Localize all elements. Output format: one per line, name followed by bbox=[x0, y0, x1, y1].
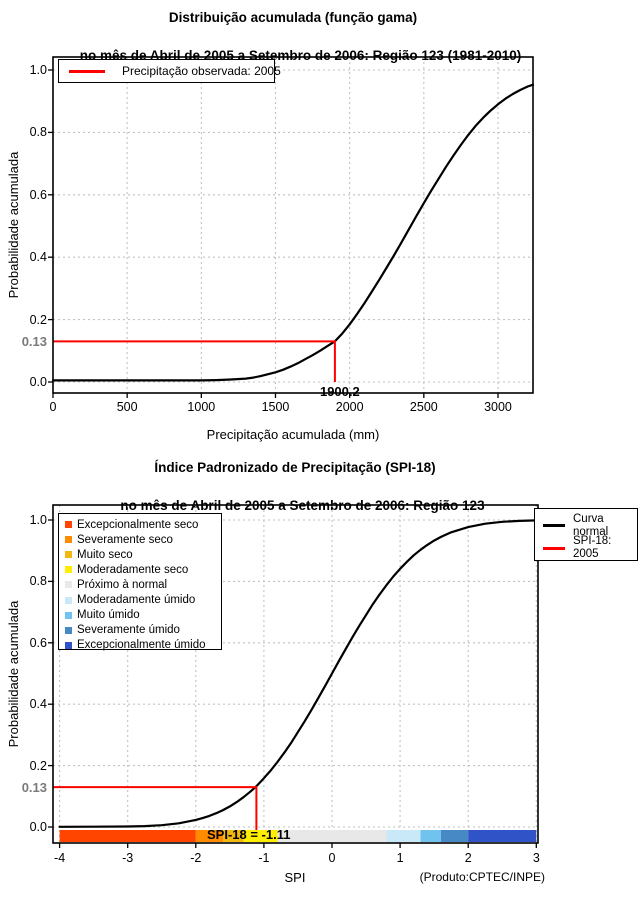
spi-bar-segment bbox=[243, 830, 278, 842]
x-tick-label: -1 bbox=[258, 851, 270, 865]
legend-color-swatch bbox=[65, 581, 72, 589]
x-tick-label: 2000 bbox=[335, 400, 364, 414]
observed-precipitation-value-label: 1900.2 bbox=[319, 384, 360, 399]
spi-category-legend: Excepcionalmente seco Severamente seco Mui… bbox=[58, 513, 222, 653]
spi-curves-legend: Curva normal SPI-18: 2005 bbox=[534, 508, 638, 561]
legend-item-label: Moderadamente úmido bbox=[77, 594, 196, 607]
product-source-note: (Produto:CPTEC/INPE) bbox=[419, 870, 545, 884]
x-tick-label: 1 bbox=[396, 851, 404, 865]
y-tick-label: 0.4 bbox=[29, 697, 47, 712]
y-tick-label: 0.2 bbox=[29, 312, 47, 327]
legend-item: Muito seco bbox=[59, 547, 221, 562]
observed-precipitation-line-sample bbox=[69, 69, 105, 73]
spi-chart-y-axis-label: Probabilidade acumulada bbox=[6, 600, 21, 748]
legend-item-label: Excepcionalmente seco bbox=[77, 518, 199, 531]
legend-color-swatch bbox=[65, 641, 72, 649]
legend-item-label: Severamente seco bbox=[77, 533, 173, 546]
y-tick-label: 0.8 bbox=[29, 574, 47, 589]
y-tick-label: 0.6 bbox=[29, 187, 47, 202]
x-tick-label: 3 bbox=[532, 851, 540, 865]
spi-category-bar bbox=[59, 830, 537, 842]
y-tick-label: 1.0 bbox=[29, 63, 47, 77]
spi-chart-x-axis-label: SPI bbox=[284, 870, 306, 885]
legend-item: Moderadamente seco bbox=[59, 562, 221, 577]
legend-item-label: Severamente úmido bbox=[77, 624, 180, 637]
y-tick-label: 0.4 bbox=[29, 250, 47, 265]
legend-color-swatch bbox=[65, 521, 72, 529]
x-tick-label: -3 bbox=[122, 851, 134, 865]
gamma-chart-x-axis-label: Precipitação acumulada (mm) bbox=[206, 427, 380, 442]
observed-value-marker-lines bbox=[53, 340, 336, 382]
legend-color-swatch bbox=[65, 566, 72, 574]
legend-item-label: Muito seco bbox=[77, 548, 133, 561]
y-tick-label: 0.0 bbox=[29, 820, 47, 834]
plot-frame bbox=[52, 56, 534, 394]
observed-probability-label: 0.13 bbox=[21, 780, 47, 796]
observed-value-marker-lines bbox=[53, 786, 258, 830]
spi-bar-segment bbox=[59, 830, 196, 842]
legend-item-label: Próximo à normal bbox=[77, 578, 168, 591]
legend-item-label: Muito úmido bbox=[77, 609, 140, 622]
normal-curve-legend-row: Curva normal bbox=[535, 512, 637, 539]
x-tick-label: 3000 bbox=[484, 400, 512, 414]
plot-frame bbox=[52, 504, 539, 844]
x-tick-label: 1000 bbox=[187, 400, 216, 414]
y-tick-label: 0.8 bbox=[29, 125, 47, 140]
gridlines bbox=[52, 57, 533, 393]
spi-bar-segment bbox=[277, 830, 387, 842]
x-tick-label: -4 bbox=[54, 851, 66, 865]
spi-bar-segment bbox=[195, 830, 224, 842]
gamma-chart-y-axis-label: Probabilidade acumulada bbox=[6, 151, 21, 299]
gamma-cdf-plot bbox=[48, 56, 535, 398]
legend-item: Muito úmido bbox=[59, 608, 221, 623]
legend-item: Moderadamente úmido bbox=[59, 592, 221, 607]
spi-2005-legend-row: SPI-18: 2005 bbox=[535, 535, 637, 560]
cdf-curve bbox=[58, 519, 538, 828]
x-tick-label: 0 bbox=[49, 400, 57, 414]
y-tick-label: 1.0 bbox=[29, 513, 47, 527]
legend-item: Próximo à normal bbox=[59, 577, 221, 592]
spi-value-label: SPI-18 = -1.11 bbox=[207, 827, 291, 842]
y-tick-label: 0.0 bbox=[29, 375, 47, 389]
legend-color-swatch bbox=[65, 626, 72, 634]
axis-ticks bbox=[48, 519, 537, 848]
axis-ticks bbox=[48, 69, 499, 398]
x-tick-label: 1500 bbox=[261, 400, 290, 414]
gamma-chart-legend: Precipitação observada: 2005 bbox=[58, 59, 281, 83]
legend-color-swatch bbox=[65, 536, 72, 544]
spi-2005-line-sample bbox=[543, 546, 565, 550]
legend-item: Severamente úmido bbox=[59, 623, 221, 638]
normal-curve-line-sample bbox=[543, 524, 565, 527]
legend-item-label: Moderadamente seco bbox=[77, 563, 189, 576]
x-tick-label: 0 bbox=[328, 851, 336, 865]
spi-bar-segment bbox=[468, 830, 537, 842]
legend-color-swatch bbox=[65, 596, 72, 604]
spi-chart-title-line1: Índice Padronizado de Precipitação (SPI-… bbox=[154, 460, 436, 475]
spi-2005-legend-label: SPI-18: 2005 bbox=[573, 535, 612, 560]
legend-color-swatch bbox=[65, 551, 72, 559]
x-tick-label: 2500 bbox=[409, 400, 438, 414]
spi-bar-segment bbox=[440, 830, 469, 842]
observed-probability-label: 0.13 bbox=[21, 334, 47, 350]
cdf-curve bbox=[51, 83, 535, 382]
x-tick-label: 2 bbox=[464, 851, 472, 865]
legend-color-swatch bbox=[65, 611, 72, 619]
legend-item: Excepcionalmente úmido bbox=[59, 638, 221, 653]
legend-item-label: Excepcionalmente úmido bbox=[77, 639, 206, 652]
observed-precipitation-legend-label: Precipitação observada: 2005 bbox=[122, 64, 281, 78]
spi-bar-segment bbox=[386, 830, 421, 842]
legend-item: Severamente seco bbox=[59, 532, 221, 547]
spi-bar-segment bbox=[420, 830, 441, 842]
y-tick-label: 0.6 bbox=[29, 635, 47, 650]
legend-item: Excepcionalmente seco bbox=[59, 517, 221, 532]
x-tick-label: -2 bbox=[190, 851, 202, 865]
y-tick-label: 0.2 bbox=[29, 758, 47, 773]
gamma-chart-title-line1: Distribuição acumulada (função gama) bbox=[168, 10, 418, 25]
x-tick-label: 500 bbox=[116, 400, 138, 414]
spi-bar-segment bbox=[223, 830, 244, 842]
normal-curve-legend-label: Curva normal bbox=[573, 512, 609, 538]
